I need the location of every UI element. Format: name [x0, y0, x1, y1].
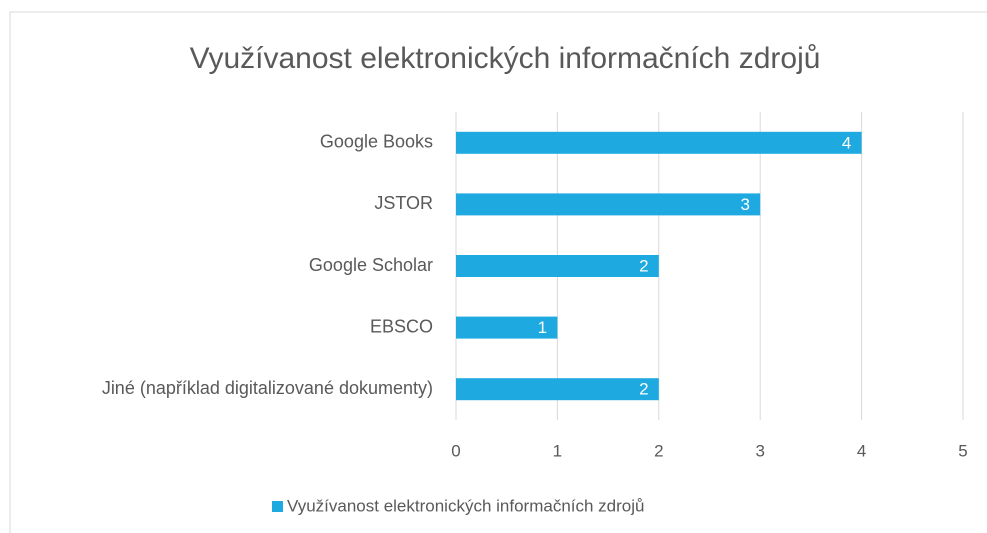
x-tick-label: 1: [553, 441, 562, 460]
y-tick-label: JSTOR: [374, 193, 433, 213]
y-tick-label: Google Scholar: [309, 255, 433, 275]
bar: [456, 193, 761, 216]
legend-label: Využívanost elektronických informačních …: [287, 496, 644, 515]
y-tick-label: Google Books: [320, 132, 433, 152]
data-label: 2: [639, 256, 648, 275]
x-tick-label: 4: [857, 441, 866, 460]
y-tick-label: Jiné (například digitalizované dokumenty…: [102, 378, 433, 398]
bar: [456, 255, 659, 277]
bar: [456, 131, 862, 154]
x-tick-label: 5: [958, 441, 967, 460]
x-tick-label: 2: [654, 441, 663, 460]
data-label: 4: [842, 133, 851, 152]
y-tick-label: EBSCO: [370, 316, 433, 336]
data-label: 2: [639, 380, 648, 399]
legend-swatch: [272, 501, 283, 512]
data-label: 1: [538, 318, 547, 337]
chart-border: [9, 11, 987, 533]
data-label: 3: [740, 195, 749, 214]
x-tick-label: 0: [451, 441, 460, 460]
x-tick-label: 3: [755, 441, 764, 460]
bar: [456, 378, 659, 401]
chart-title: Využívanost elektronických informačních …: [190, 42, 821, 75]
bar: [456, 316, 558, 339]
